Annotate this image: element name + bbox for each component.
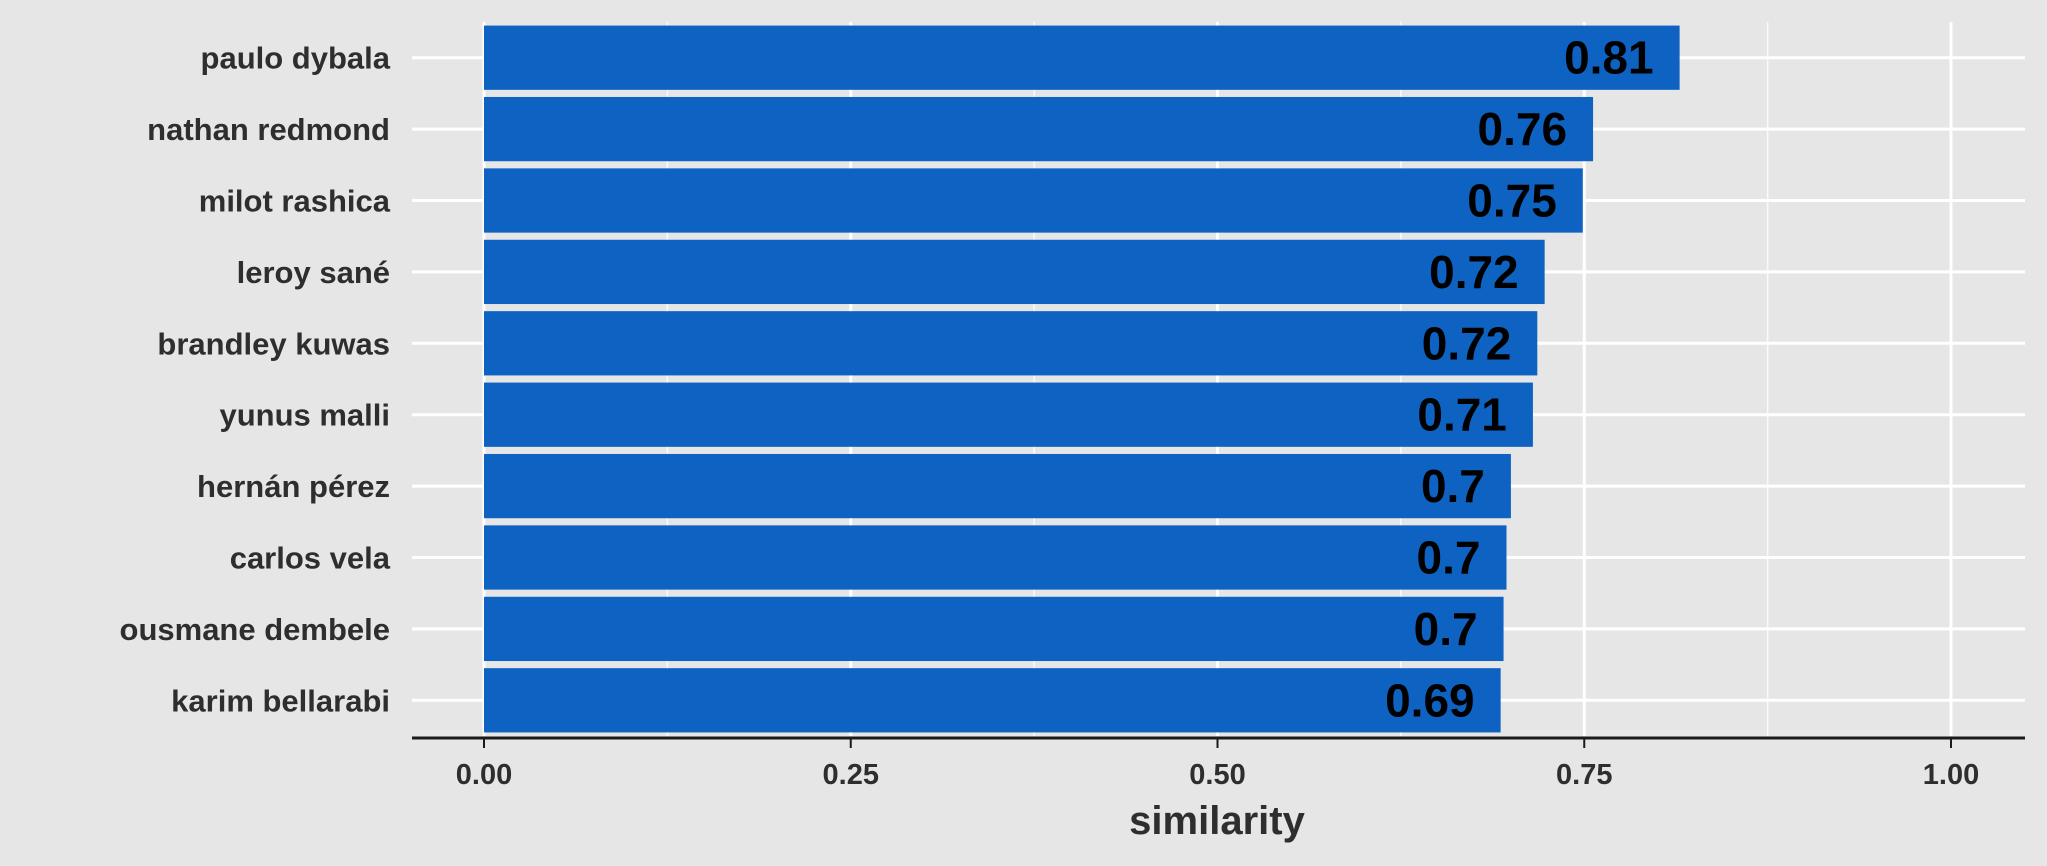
bar	[484, 525, 1507, 590]
x-tick-label: 0.50	[1189, 759, 1245, 791]
bar	[484, 453, 1511, 519]
category-label: hernán pérez	[197, 469, 390, 504]
x-tick-label: 0.75	[1556, 759, 1612, 791]
bar	[484, 382, 1533, 447]
bar-value-label: 0.7	[1417, 532, 1481, 584]
x-axis-ticks: 0.00 0.25 0.50 0.75 1.00	[456, 738, 1979, 791]
category-label: brandley kuwas	[157, 326, 390, 361]
category-labels: paulo dybala nathan redmond milot rashica l…	[120, 41, 391, 719]
category-label: ousmane dembele	[120, 612, 390, 647]
bar	[484, 168, 1583, 233]
bar-value-label: 0.75	[1467, 175, 1557, 227]
bar-value-label: 0.76	[1478, 103, 1568, 155]
bar-value-label: 0.72	[1429, 246, 1519, 298]
category-label: nathan redmond	[147, 112, 390, 147]
value-labels: 0.81 0.76 0.75 0.72 0.72 0.71 0.7 0.7 0.7 0.69	[1385, 32, 1654, 727]
bar	[484, 96, 1594, 162]
bar	[484, 596, 1504, 662]
bar-value-label: 0.81	[1564, 32, 1654, 84]
bar-value-label: 0.71	[1417, 389, 1507, 441]
bar	[484, 239, 1545, 305]
bars	[484, 25, 1680, 733]
category-label: karim bellarabi	[171, 683, 390, 718]
bar	[484, 668, 1501, 733]
x-tick-label: 0.25	[823, 759, 879, 791]
category-label: milot rashica	[199, 184, 391, 219]
category-label: yunus malli	[219, 398, 390, 433]
bar-value-label: 0.7	[1414, 603, 1478, 655]
x-axis-title: similarity	[1129, 799, 1305, 843]
bar-value-label: 0.69	[1385, 674, 1475, 726]
bar-value-label: 0.72	[1422, 317, 1512, 369]
category-label: leroy sané	[237, 255, 390, 290]
bar	[484, 311, 1538, 376]
x-tick-label: 0.00	[456, 759, 512, 791]
bar-value-label: 0.7	[1421, 460, 1485, 512]
x-tick-label: 1.00	[1923, 759, 1979, 791]
category-label: carlos vela	[230, 541, 391, 576]
category-label: paulo dybala	[201, 41, 391, 76]
bar	[484, 25, 1680, 90]
